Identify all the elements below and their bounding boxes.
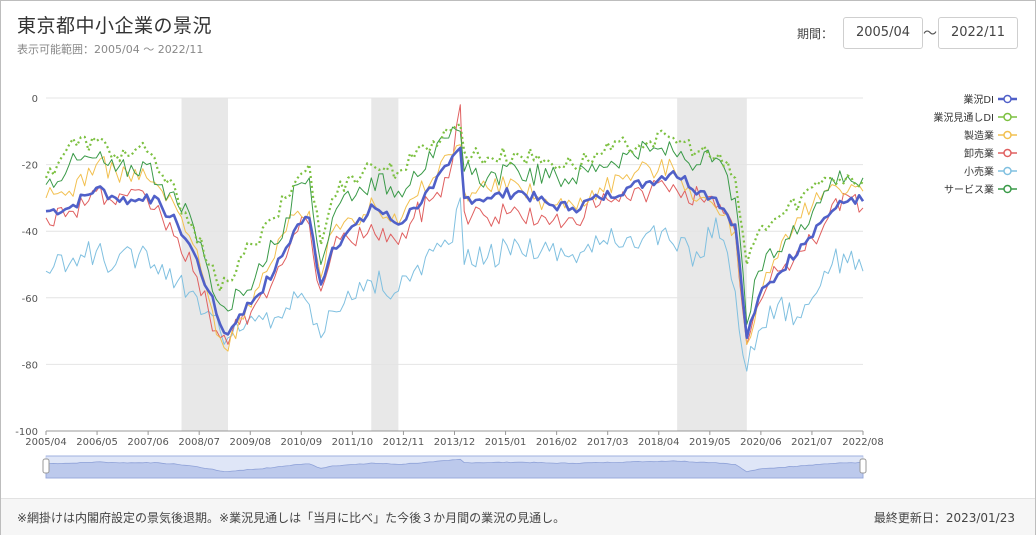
- legend-label: 小売業: [964, 165, 994, 178]
- legend-label: サービス業: [944, 183, 994, 196]
- y-tick-label: -100: [15, 427, 38, 438]
- navigator-right-handle[interactable]: [859, 458, 867, 474]
- recession-band-2: [371, 98, 399, 431]
- footer: ※網掛けは内閣府設定の景気後退期。※業況見通しは「当月に比べ」た今後３か月間の業…: [1, 498, 1035, 535]
- last-updated: 最終更新日：2023/01/23: [873, 511, 1015, 525]
- legend-swatch-marker: [1003, 130, 1012, 140]
- x-tick-label: 2016/02: [536, 437, 578, 448]
- legend-label: 業況DI: [963, 93, 994, 106]
- series-line-mitoshi: [44, 123, 864, 293]
- footer-note: ※網掛けは内閣府設定の景気後退期。※業況見通しは「当月に比べ」た今後３か月間の業…: [17, 511, 566, 525]
- legend-label: 業況見通しDI: [933, 111, 994, 124]
- x-tick-label: 2021/07: [791, 437, 833, 448]
- x-tick-label: 2007/06: [127, 437, 169, 448]
- x-tick-label: 2012/11: [383, 437, 425, 448]
- navigator-left-handle[interactable]: [42, 458, 50, 474]
- x-tick-label: 2006/05: [76, 437, 118, 448]
- period-label: 期間：: [797, 27, 834, 41]
- period-separator: ～: [923, 26, 937, 42]
- legend-label: 卸売業: [964, 147, 994, 160]
- legend-swatch-marker: [1003, 94, 1012, 104]
- x-tick-label: 2010/09: [281, 437, 323, 448]
- recession-band-1: [181, 98, 228, 431]
- x-tick-label: 2005/04: [25, 437, 67, 448]
- recession-shading: [181, 98, 747, 431]
- legend-label: 製造業: [964, 129, 994, 142]
- page-title: 東京都中小企業の景況: [17, 15, 213, 37]
- start-date-input[interactable]: 2005/04: [843, 17, 923, 49]
- y-tick-label: -20: [22, 161, 38, 172]
- x-tick-label: 2013/12: [434, 437, 476, 448]
- x-tick-label: 2015/01: [485, 437, 527, 448]
- legend-swatch-marker: [1003, 148, 1012, 158]
- legend-swatch-marker: [1003, 166, 1012, 176]
- series-lines: [44, 104, 865, 372]
- end-date-input[interactable]: 2022/11: [938, 17, 1018, 49]
- x-tick-label: 2020/06: [740, 437, 782, 448]
- x-tick-label: 2018/04: [638, 437, 680, 448]
- x-tick-label: 2019/05: [689, 437, 731, 448]
- x-tick-label: 2022/08: [842, 437, 884, 448]
- available-range-text: 表示可能範囲：2005/04 ～ 2022/11: [17, 43, 204, 56]
- x-tick-label: 2011/10: [332, 437, 374, 448]
- x-tick-label: 2008/07: [178, 437, 220, 448]
- x-tick-label: 2009/08: [229, 437, 271, 448]
- series-line-gyokyo: [45, 146, 865, 340]
- y-tick-label: -40: [22, 227, 38, 238]
- recession-band-3: [677, 98, 747, 431]
- x-tick-label: 2017/03: [587, 437, 629, 448]
- legend-swatch-marker: [1003, 184, 1012, 194]
- navigator-series: [45, 458, 864, 479]
- series-line-kouri: [45, 197, 864, 372]
- range-navigator: [42, 455, 867, 479]
- y-tick-label: -60: [22, 294, 38, 305]
- y-tick-label: 0: [32, 94, 38, 105]
- legend-swatch-marker: [1003, 112, 1012, 122]
- y-tick-label: -80: [22, 360, 38, 371]
